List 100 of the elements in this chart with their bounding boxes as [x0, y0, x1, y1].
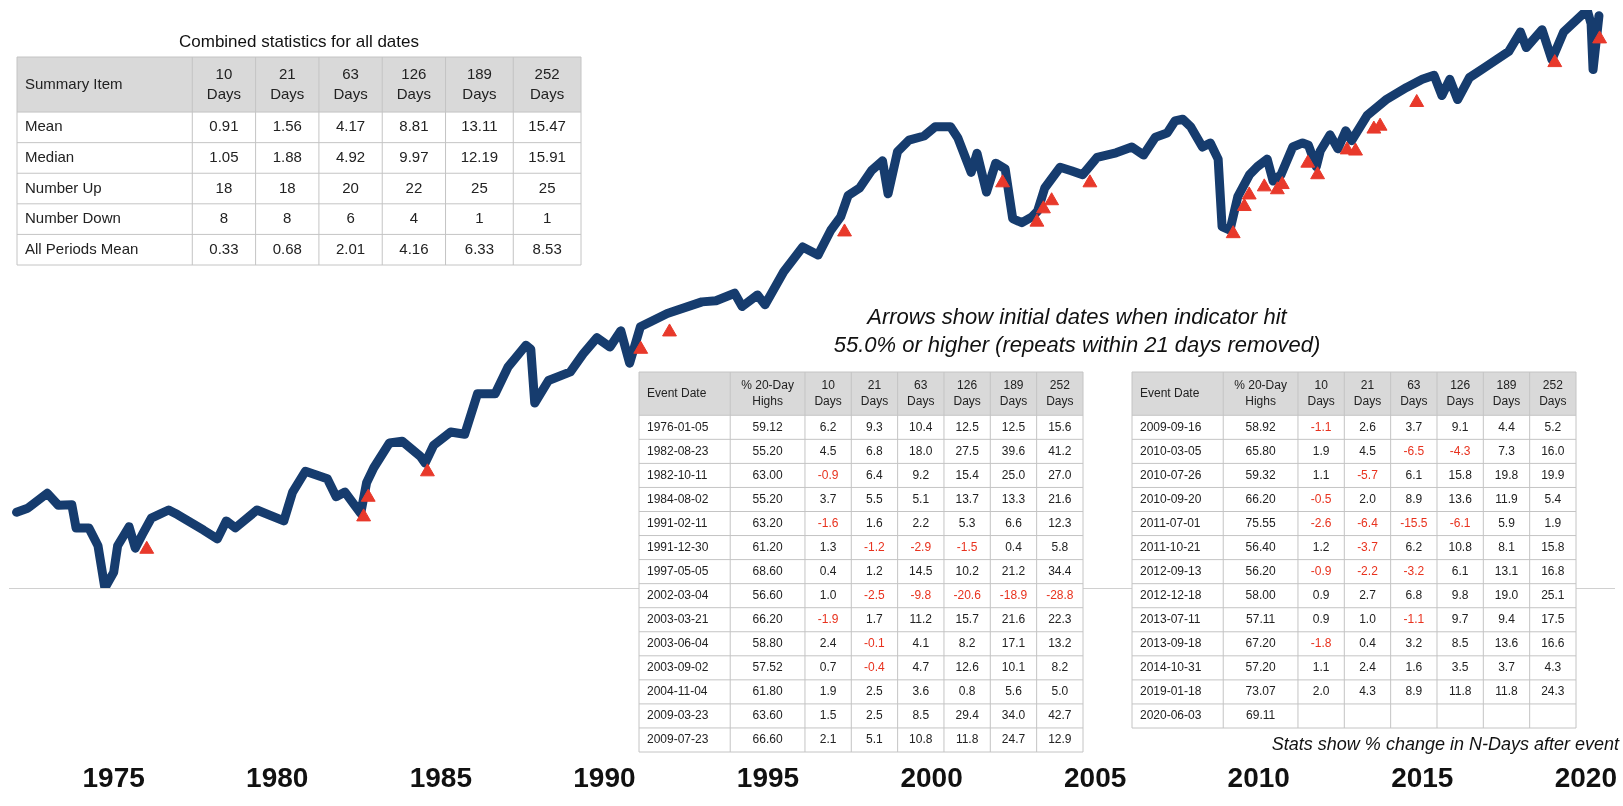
data-label: 10.8: [909, 732, 933, 747]
point: [139, 540, 155, 554]
data-label: 2.5: [866, 684, 884, 699]
data-label: 42.7: [1048, 708, 1072, 723]
point: [662, 323, 677, 337]
x-tick-label: 1975: [82, 761, 145, 793]
data-label: 2.7: [1359, 588, 1377, 603]
data-label: 16.8: [1541, 563, 1565, 578]
data-label: 6.1: [1451, 563, 1469, 578]
data-label: 6.2: [1405, 539, 1423, 554]
data-label: 5.8: [1051, 539, 1069, 554]
y-tick-label: Number Up: [25, 178, 102, 196]
x-tick-label: 21 Days: [1353, 377, 1382, 409]
data-label: -28.8: [1046, 587, 1074, 602]
data-label: 27.5: [955, 443, 980, 458]
point: [1256, 178, 1272, 192]
y-tick-label: 2013-09-18: [1140, 636, 1202, 651]
data-label: 2.5: [866, 708, 884, 723]
data-label: 8.5: [1451, 636, 1469, 651]
text: Stats show % change in N-Days after event: [1271, 734, 1620, 754]
x-tick-label: 10 Days: [206, 64, 242, 102]
data-label: 3.2: [1405, 636, 1423, 651]
x-tick-label: 2010: [1227, 761, 1290, 793]
y-tick-label: 2003-06-04: [647, 636, 709, 651]
data-label: 65.80: [1245, 443, 1276, 458]
x-tick-label: 1990: [573, 761, 636, 793]
x-tick-label: 63 Days: [907, 377, 935, 409]
data-label: 15.47: [528, 117, 566, 135]
data-label: 2.1: [819, 732, 837, 747]
data-label: 15.8: [1541, 539, 1565, 554]
data-label: 1.2: [866, 563, 884, 578]
data-label: 0.33: [209, 239, 239, 257]
chart-title: Combined statistics for all dates: [179, 31, 419, 51]
y-tick-label: 1982-08-23: [647, 443, 709, 458]
y-tick-label: 2020-06-03: [1140, 708, 1202, 723]
data-label: 1: [475, 209, 484, 227]
data-label: 4: [409, 209, 419, 227]
data-label: 0.7: [819, 660, 837, 675]
y-tick-label: 1984-08-02: [647, 491, 709, 506]
y-tick-label: All Periods Mean: [25, 239, 139, 257]
data-label: 0.68: [272, 239, 302, 257]
data-label: 19.9: [1541, 467, 1565, 482]
data-label: 21.6: [1048, 491, 1072, 506]
data-label: 1.0: [1359, 612, 1377, 627]
x-tick-label: % 20-Day Highs: [741, 377, 794, 409]
x-tick-label: 21 Days: [270, 64, 305, 102]
data-label: 13.11: [461, 117, 498, 135]
data-label: 5.3: [958, 515, 976, 530]
data-label: 55.20: [752, 443, 783, 458]
y-tick-label: 2003-09-02: [647, 660, 709, 675]
data-label: 2.0: [1312, 684, 1330, 699]
y-tick-label: 2013-07-11: [1140, 612, 1201, 627]
x-tick-label: 1985: [409, 761, 472, 793]
data-label: 1.7: [866, 612, 884, 627]
data-label: -0.5: [1310, 491, 1332, 506]
x-tick-label: 126 Days: [396, 64, 431, 102]
data-label: 16.6: [1541, 636, 1565, 651]
data-label: 13.7: [955, 491, 980, 506]
data-label: 57.20: [1245, 660, 1276, 675]
data-label: -2.5: [864, 587, 886, 602]
data-label: 8: [283, 209, 292, 227]
data-label: 58.00: [1245, 588, 1276, 603]
data-label: 6.8: [866, 443, 884, 458]
data-label: -1.1: [1310, 419, 1332, 434]
data-label: -2.6: [1310, 515, 1332, 530]
data-label: -0.9: [1310, 563, 1332, 578]
data-label: 63.20: [752, 515, 783, 530]
x-tick-label: 2020: [1554, 761, 1618, 793]
data-label: 25: [538, 178, 556, 196]
data-label: 69.11: [1246, 708, 1276, 723]
y-tick-label: 2010-07-26: [1140, 467, 1202, 482]
data-label: 12.5: [1001, 419, 1026, 434]
data-label: 2.6: [1359, 419, 1377, 434]
data-label: 7.3: [1498, 443, 1516, 458]
data-label: 8.2: [1051, 660, 1069, 675]
data-label: 4.5: [1359, 443, 1377, 458]
y-tick-label: 2012-09-13: [1140, 563, 1202, 578]
data-label: 1.6: [1405, 660, 1423, 675]
data-label: -1.9: [817, 612, 839, 627]
data-label: 0.91: [209, 117, 239, 135]
y-axis-title: Event Date: [1140, 385, 1200, 400]
data-label: -2.2: [1357, 563, 1379, 578]
point: [1310, 166, 1326, 180]
point: [1044, 192, 1060, 206]
y-tick-label: 2012-12-18: [1140, 588, 1202, 603]
data-label: 39.6: [1001, 443, 1026, 458]
data-label: 57.52: [752, 660, 783, 675]
data-label: 8.9: [1405, 491, 1423, 506]
data-label: -6.1: [1449, 515, 1471, 530]
x-tick-label: 189 Days: [999, 377, 1028, 409]
data-label: 68.60: [752, 563, 783, 578]
x-tick-label: 1995: [736, 761, 800, 793]
data-label: 55.20: [752, 491, 783, 506]
y-tick-label: 2014-10-31: [1140, 660, 1202, 675]
data-label: -1.1: [1403, 612, 1425, 627]
data-label: 15.8: [1448, 467, 1473, 482]
data-label: 58.80: [752, 636, 783, 651]
data-label: 9.4: [1498, 612, 1516, 627]
y-tick-label: 1991-12-30: [647, 539, 709, 554]
data-label: 56.60: [752, 587, 783, 602]
